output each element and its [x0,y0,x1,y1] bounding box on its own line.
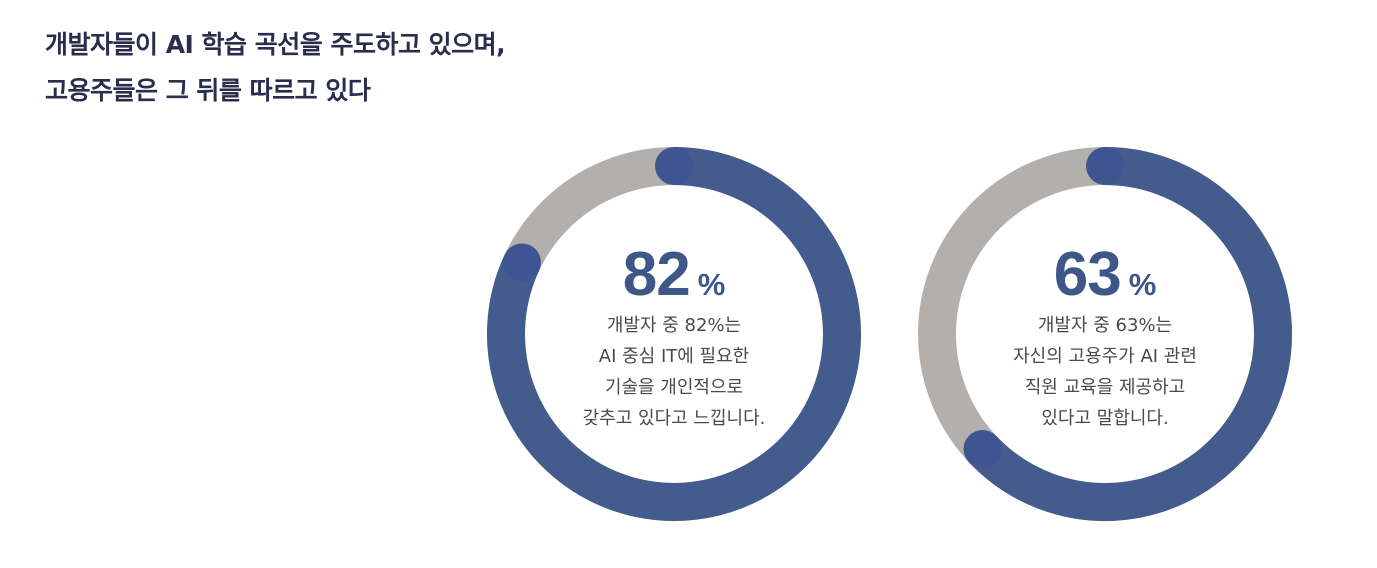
donut-63-desc-line: 있다고 말합니다. [1041,408,1169,429]
donut-82-percent-sign: % [697,267,726,302]
donut-63-arc-start-cap [1086,147,1124,185]
donut-63-description: 개발자 중 63%는 자신의 고용주가 AI 관련 직원 교육을 제공하고 있다… [937,310,1273,434]
donut-63-svg [918,147,1292,521]
donut-63-percent-sign: % [1128,267,1157,302]
donut-82-value-arc [487,147,861,521]
donut-82-value: 82% [486,244,862,306]
donut-82-arc-start-cap [655,147,693,185]
donut-82-desc-line: 개발자 중 82%는 [606,315,742,336]
headline-line-1: 개발자들이 AI 학습 곡선을 주도하고 있으며, [45,30,506,59]
donut-63-number: 63 [1053,240,1122,309]
donut-82-desc-line: AI 중심 IT에 필요한 [598,346,750,367]
donut-82-svg [487,147,861,521]
donut-chart-63: 63% 개발자 중 63%는 자신의 고용주가 AI 관련 직원 교육을 제공하… [917,146,1293,522]
donut-82-desc-line: 기술을 개인적으로 [604,377,744,398]
headline: 개발자들이 AI 학습 곡선을 주도하고 있으며, 고용주들은 그 뒤를 따르고… [45,22,506,114]
donut-63-value-arc [968,147,1292,521]
donut-82-number: 82 [622,240,691,309]
donut-63-desc-line: 직원 교육을 제공하고 [1024,377,1186,398]
donut-63-arc-end-cap [963,430,1002,469]
donut-82-center: 82% 개발자 중 82%는 AI 중심 IT에 필요한 기술을 개인적으로 갖… [486,146,862,522]
donut-82-desc-line: 갖추고 있다고 느낍니다. [582,408,766,429]
donut-63-value: 63% [917,244,1293,306]
headline-line-2: 고용주들은 그 뒤를 따르고 있다 [45,76,371,105]
donut-63-desc-line: 개발자 중 63%는 [1037,315,1173,336]
donut-chart-82: 82% 개발자 중 82%는 AI 중심 IT에 필요한 기술을 개인적으로 갖… [486,146,862,522]
donut-82-description: 개발자 중 82%는 AI 중심 IT에 필요한 기술을 개인적으로 갖추고 있… [506,310,842,434]
donut-63-desc-line: 자신의 고용주가 AI 관련 [1013,346,1197,367]
donut-82-arc-end-cap [502,243,541,282]
donut-63-center: 63% 개발자 중 63%는 자신의 고용주가 AI 관련 직원 교육을 제공하… [917,146,1293,522]
